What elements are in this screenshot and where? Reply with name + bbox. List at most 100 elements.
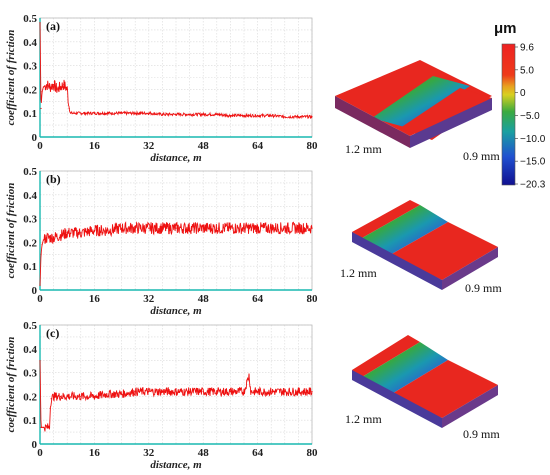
data-point	[134, 227, 136, 229]
colorbar-tick-label: −15.0	[520, 157, 546, 168]
data-point	[46, 237, 48, 239]
colorbar: μm 9.6 5.0 0 −5.0 −10.0 −15.0 −20.3	[494, 20, 546, 191]
data-point	[161, 227, 163, 229]
data-point	[42, 426, 45, 428]
data-point	[243, 114, 245, 117]
data-point	[39, 284, 41, 286]
data-point	[70, 112, 72, 114]
x-tick-label: 0	[37, 447, 43, 459]
data-point	[175, 113, 177, 115]
colorbar-tick-label: −10.0	[520, 134, 546, 145]
data-point	[39, 360, 41, 362]
y-tick-label: 0.2	[23, 391, 37, 403]
x-tick-label: 32	[143, 140, 155, 152]
data-point	[53, 237, 55, 239]
y-tick-label: 0.4	[23, 37, 37, 49]
data-point	[161, 391, 163, 393]
x-tick-label: 16	[89, 140, 101, 152]
data-point	[134, 112, 136, 114]
x-tick-label: 32	[143, 447, 155, 459]
data-point	[229, 391, 231, 393]
y-tick-label: 0.1	[23, 261, 37, 273]
data-point	[50, 398, 52, 400]
data-point	[63, 84, 65, 86]
data-point	[243, 227, 245, 229]
profile-a-width-label: 1.2 mm	[345, 142, 382, 156]
data-point	[250, 391, 252, 393]
chart-panel-a: 0 16 32 48 64 80 0 0.1 0.2 0.3 0.4 0.5 distance, m co…	[5, 13, 318, 164]
y-tick-label: 0.2	[23, 237, 37, 249]
profile-c-depth-label: 0.9 mm	[463, 427, 500, 441]
profile-c-groove	[362, 342, 448, 395]
x-tick-label: 80	[307, 293, 319, 305]
data-point	[175, 227, 177, 229]
profile-3d-c: 1.2 mm 0.9 mm	[345, 335, 500, 441]
data-point	[93, 395, 95, 397]
profile-a-groove	[372, 76, 470, 128]
y-tick-label: 0	[32, 132, 38, 144]
y-axis-label: coefficient of friction	[5, 30, 17, 126]
data-point	[148, 227, 150, 229]
data-point	[42, 86, 45, 88]
y-tick-label: 0.1	[23, 415, 37, 427]
data-point	[93, 112, 95, 114]
x-tick-label: 64	[252, 293, 264, 305]
data-point	[66, 88, 68, 90]
colorbar-gradient	[501, 43, 516, 186]
data-point	[40, 107, 42, 110]
profile-c-top-right-surface	[390, 360, 498, 418]
data-point	[148, 391, 150, 393]
profile-a-side-face	[410, 98, 492, 148]
profile-a-top-right-surface	[400, 88, 492, 140]
data-point	[284, 391, 286, 393]
data-point	[297, 227, 299, 229]
data-point	[80, 112, 82, 114]
x-tick-label: 16	[89, 293, 101, 305]
data-point	[257, 391, 259, 393]
data-point	[68, 107, 70, 110]
profile-c-top-left-surface	[352, 335, 420, 377]
data-point	[202, 113, 204, 115]
x-tick-label: 48	[198, 140, 210, 152]
panel-label-a: (a)	[46, 19, 60, 33]
data-point	[311, 116, 313, 118]
profile-a-front-face	[335, 96, 410, 148]
profile-c-front-face	[352, 370, 442, 428]
gridlines	[39, 324, 313, 445]
data-point	[216, 391, 218, 393]
profile-3d-a: 1.2 mm 0.9 mm	[335, 60, 500, 163]
data-point	[42, 239, 45, 241]
panel-label-b: (b)	[46, 172, 61, 186]
data-point	[59, 395, 62, 397]
x-tick-label: 0	[37, 140, 43, 152]
data-point	[284, 116, 286, 118]
x-tick-label: 48	[198, 447, 210, 459]
data-point	[257, 227, 259, 229]
data-point	[270, 114, 272, 117]
profile-b-groove	[362, 205, 448, 255]
y-tick-label: 0	[32, 439, 38, 451]
data-point	[66, 232, 68, 234]
x-tick-label: 64	[252, 447, 264, 459]
x-axis-label: distance, m	[150, 459, 202, 471]
data-point	[311, 391, 313, 393]
panel-label-c: (c)	[46, 326, 59, 340]
data-point	[257, 114, 259, 117]
x-tick-label: 80	[307, 140, 319, 152]
data-point	[134, 391, 136, 393]
profile-c-width-label: 1.2 mm	[345, 412, 382, 426]
y-tick-label: 0.3	[23, 61, 37, 73]
colorbar-tick-label: 5.0	[520, 65, 534, 76]
x-tick-label: 64	[252, 140, 264, 152]
x-axis-label: distance, m	[150, 305, 202, 317]
data-point	[49, 407, 51, 409]
x-axis-label: distance, m	[150, 152, 202, 164]
x-tick-label: 32	[143, 293, 155, 305]
data-point	[53, 84, 55, 86]
colorbar-unit: μm	[494, 20, 517, 37]
data-point	[243, 391, 245, 393]
data-point	[46, 426, 48, 428]
x-tick-label: 48	[198, 293, 210, 305]
data-point	[216, 227, 218, 229]
data-point	[311, 227, 313, 229]
